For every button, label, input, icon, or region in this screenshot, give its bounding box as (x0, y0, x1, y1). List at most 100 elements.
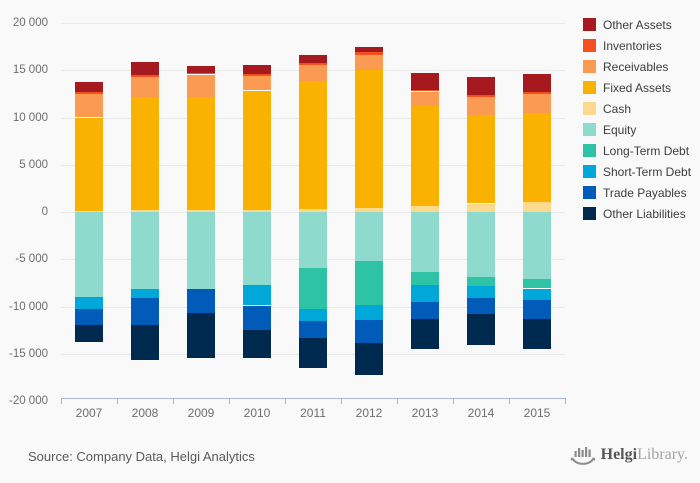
bar-2007-fixed-assets[interactable] (75, 117, 103, 212)
bar-2010-other-assets[interactable] (243, 65, 271, 75)
bar-2013-trade-payables[interactable] (411, 302, 439, 319)
bar-2009-fixed-assets[interactable] (187, 97, 215, 210)
bar-2014-cash[interactable] (467, 203, 495, 212)
bar-2009-cash[interactable] (187, 209, 215, 212)
bar-2008-cash[interactable] (131, 209, 159, 212)
legend-item-trade-payables[interactable]: Trade Payables (583, 186, 691, 200)
bar-2009-trade-payables[interactable] (187, 288, 215, 314)
bar-2013-cash[interactable] (411, 206, 439, 212)
bar-2014-other-assets[interactable] (467, 77, 495, 95)
bar-2008-fixed-assets[interactable] (131, 96, 159, 210)
bar-2010-receivables[interactable] (243, 75, 271, 91)
bar-2015-other-assets[interactable] (523, 73, 551, 92)
bar-2010-other-liabilities[interactable] (243, 330, 271, 359)
bar-2011-fixed-assets[interactable] (299, 81, 327, 210)
legend-item-fixed-assets[interactable]: Fixed Assets (583, 81, 691, 95)
bar-2012-inventories[interactable] (355, 52, 383, 55)
bar-2010-cash[interactable] (243, 209, 271, 212)
bar-2007-other-assets[interactable] (75, 82, 103, 92)
bar-2009-equity[interactable] (187, 212, 215, 289)
bar-2007-inventories[interactable] (75, 92, 103, 95)
bar-2011-cash[interactable] (299, 209, 327, 212)
bar-2010-trade-payables[interactable] (243, 305, 271, 331)
legend-label: Inventories (603, 38, 662, 53)
y-axis-label: 10 000 (12, 112, 48, 124)
y-axis-label: 5 000 (19, 159, 48, 171)
bar-2008-inventories[interactable] (131, 75, 159, 78)
bar-2013-other-liabilities[interactable] (411, 318, 439, 349)
bar-2011-long-term-debt[interactable] (299, 267, 327, 309)
bar-2008-other-liabilities[interactable] (131, 324, 159, 361)
bar-2011-trade-payables[interactable] (299, 320, 327, 339)
bar-2012-equity[interactable] (355, 212, 383, 262)
bar-2009-other-assets[interactable] (187, 65, 215, 73)
bar-2013-equity[interactable] (411, 212, 439, 272)
bar-2010-short-term-debt[interactable] (243, 285, 271, 306)
bar-2007-short-term-debt[interactable] (75, 296, 103, 309)
bar-2007-cash[interactable] (75, 211, 103, 212)
bar-2013-other-assets[interactable] (411, 73, 439, 90)
legend-item-receivables[interactable]: Receivables (583, 60, 691, 74)
bar-2015-long-term-debt[interactable] (523, 278, 551, 289)
helgi-library-logo: Helgi Library. (570, 444, 688, 466)
bar-2014-short-term-debt[interactable] (467, 286, 495, 298)
legend-item-inventories[interactable]: Inventories (583, 38, 691, 53)
bar-2010-fixed-assets[interactable] (243, 90, 271, 210)
bar-2012-short-term-debt[interactable] (355, 304, 383, 320)
bar-2015-equity[interactable] (523, 212, 551, 279)
bar-2014-trade-payables[interactable] (467, 298, 495, 314)
bar-2009-inventories[interactable] (187, 72, 215, 75)
bar-2009-receivables[interactable] (187, 74, 215, 98)
bar-2015-cash[interactable] (523, 202, 551, 212)
bar-2014-other-liabilities[interactable] (467, 313, 495, 346)
bar-2014-equity[interactable] (467, 212, 495, 277)
bar-2008-other-assets[interactable] (131, 61, 159, 76)
bar-2012-fixed-assets[interactable] (355, 70, 383, 208)
bar-2011-other-assets[interactable] (299, 54, 327, 63)
bar-2008-equity[interactable] (131, 212, 159, 289)
bar-2014-receivables[interactable] (467, 97, 495, 115)
bar-2012-other-liabilities[interactable] (355, 343, 383, 376)
bar-2014-long-term-debt[interactable] (467, 276, 495, 287)
bar-2009-other-liabilities[interactable] (187, 313, 215, 359)
bar-2010-inventories[interactable] (243, 74, 271, 76)
legend-item-other-assets[interactable]: Other Assets (583, 18, 691, 32)
bar-2014-inventories[interactable] (467, 94, 495, 98)
bar-2007-receivables[interactable] (75, 94, 103, 118)
bar-2012-trade-payables[interactable] (355, 319, 383, 344)
bar-2008-short-term-debt[interactable] (131, 289, 159, 298)
bar-2008-trade-payables[interactable] (131, 298, 159, 325)
legend-item-short-term-debt[interactable]: Short-Term Debt (583, 165, 691, 179)
bar-2013-inventories[interactable] (411, 89, 439, 92)
bar-2012-receivables[interactable] (355, 54, 383, 71)
bar-2008-receivables[interactable] (131, 77, 159, 97)
bar-2013-short-term-debt[interactable] (411, 284, 439, 303)
bar-2012-cash[interactable] (355, 207, 383, 212)
bar-2015-fixed-assets[interactable] (523, 113, 551, 202)
bar-2011-equity[interactable] (299, 212, 327, 268)
bar-2014-fixed-assets[interactable] (467, 114, 495, 204)
bar-2011-receivables[interactable] (299, 64, 327, 82)
bar-2013-fixed-assets[interactable] (411, 106, 439, 207)
bar-2015-other-liabilities[interactable] (523, 319, 551, 350)
bar-2015-inventories[interactable] (523, 91, 551, 94)
legend-item-long-term-debt[interactable]: Long-Term Debt (583, 144, 691, 158)
bar-2007-equity[interactable] (75, 212, 103, 297)
bar-2015-trade-payables[interactable] (523, 299, 551, 320)
legend-item-other-liabilities[interactable]: Other Liabilities (583, 207, 691, 221)
bar-2013-long-term-debt[interactable] (411, 271, 439, 285)
bar-2015-receivables[interactable] (523, 93, 551, 114)
legend-item-cash[interactable]: Cash (583, 102, 691, 116)
source-note: Source: Company Data, Helgi Analytics (28, 449, 255, 464)
bar-2007-trade-payables[interactable] (75, 308, 103, 326)
bar-2011-short-term-debt[interactable] (299, 308, 327, 321)
bar-2012-other-assets[interactable] (355, 47, 383, 53)
bar-2011-inventories[interactable] (299, 62, 327, 65)
bar-2011-other-liabilities[interactable] (299, 338, 327, 369)
bar-2013-receivables[interactable] (411, 91, 439, 107)
bar-2012-long-term-debt[interactable] (355, 261, 383, 305)
bar-2007-other-liabilities[interactable] (75, 325, 103, 342)
legend-item-equity[interactable]: Equity (583, 123, 691, 137)
bar-2015-short-term-debt[interactable] (523, 288, 551, 300)
bar-2010-equity[interactable] (243, 212, 271, 286)
